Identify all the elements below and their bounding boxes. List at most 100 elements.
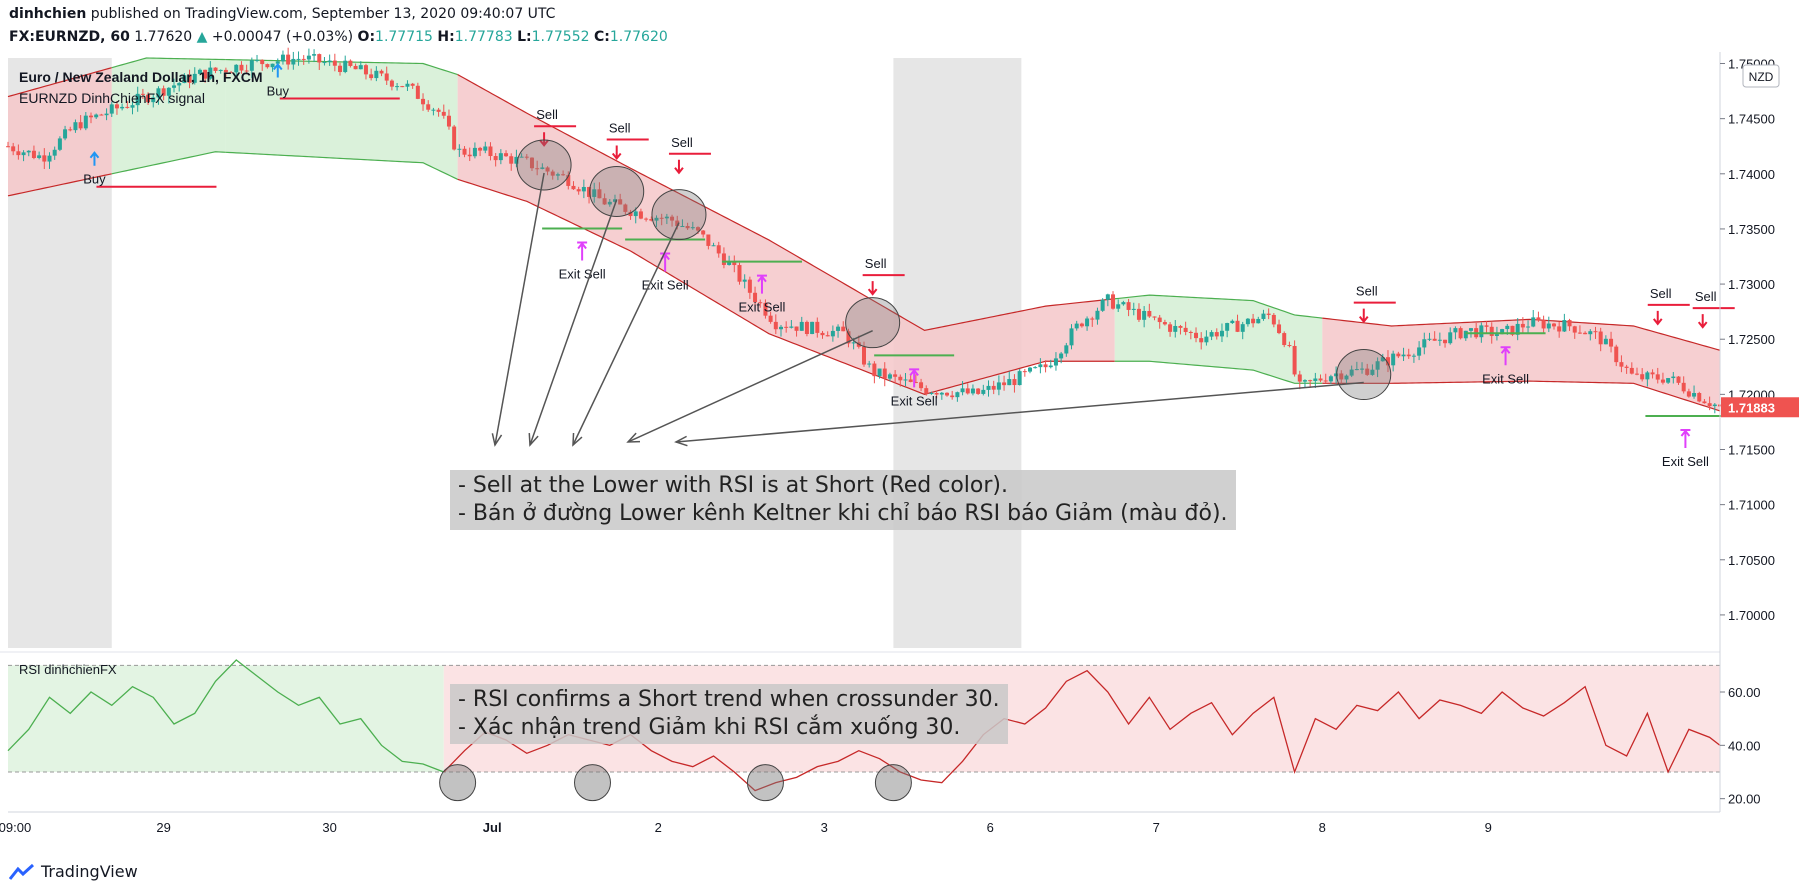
pointer-arrow-head — [674, 435, 688, 447]
signal-markers: Buy Buy Sell Sell Sell Sell Sell Sell Sell Exit S… — [83, 62, 1735, 469]
candle-body — [1588, 331, 1593, 335]
candle-body — [1292, 345, 1297, 375]
candle-body — [197, 69, 202, 74]
candle-body — [1427, 338, 1432, 340]
candle-body — [1090, 318, 1095, 320]
candle-body — [1188, 331, 1193, 333]
candle-body — [1660, 379, 1665, 383]
channel-fill — [225, 59, 458, 180]
candle-body — [400, 86, 405, 88]
candle-body — [737, 265, 742, 282]
candle-body — [1676, 376, 1681, 383]
candle-body — [810, 321, 815, 335]
highlight-circle — [516, 139, 572, 191]
candle-body — [825, 335, 830, 337]
candle-body — [1702, 401, 1707, 404]
candle-body — [1520, 323, 1525, 328]
candle-body — [773, 321, 778, 330]
candle-body — [1629, 367, 1634, 374]
candle-body — [851, 342, 856, 344]
candle-body — [913, 381, 918, 383]
exit-sell-label: Exit Sell — [559, 267, 606, 282]
sell-label: Sell — [1356, 284, 1378, 299]
exit-sell-label: Exit Sell — [642, 278, 689, 293]
channel-fill — [111, 58, 226, 174]
candle-body — [939, 392, 944, 395]
buy-label: Buy — [267, 84, 290, 99]
candle-body — [1038, 364, 1043, 368]
candle-body — [16, 151, 21, 156]
time-tick-label: 30 — [322, 820, 336, 835]
candle-body — [1152, 316, 1157, 318]
candle-body — [125, 106, 130, 108]
candle-body — [1033, 367, 1038, 369]
candle-body — [664, 216, 669, 219]
candle-body — [649, 219, 654, 221]
price-tick-label: 1.74000 — [1728, 167, 1775, 182]
close-label: C: — [593, 29, 610, 45]
currency-badge[interactable] — [1742, 64, 1780, 88]
candle-body — [1614, 346, 1619, 363]
candle-body — [1365, 368, 1370, 375]
candle-body — [535, 168, 540, 170]
candle-body — [120, 106, 125, 109]
candle-body — [68, 129, 73, 131]
candle-body — [555, 174, 560, 176]
candle-body — [286, 54, 291, 65]
candle-body — [498, 153, 503, 161]
candle-body — [1531, 317, 1536, 327]
candle-body — [415, 85, 420, 99]
sell-label: Sell — [1695, 289, 1717, 304]
channel-upper-line — [7, 67, 112, 98]
candle-body — [1225, 323, 1230, 331]
candle-body — [37, 155, 42, 159]
rsi-rule-line-2: - Xác nhận trend Giảm khi RSI cắm xuống … — [458, 715, 961, 740]
candle-body — [893, 374, 898, 377]
candle-body — [52, 149, 57, 156]
candle-body — [151, 97, 156, 103]
candle-body — [872, 363, 877, 377]
exit-sell-arrow-icon — [1500, 346, 1511, 366]
candle-body — [1360, 368, 1365, 370]
channel-upper-line — [457, 74, 1115, 332]
candle-body — [1277, 324, 1282, 334]
candle-body — [26, 150, 31, 153]
candle-body — [140, 93, 145, 95]
time-tick-label: 8 — [1319, 820, 1326, 835]
sell-rule-line-1: - Sell at the Lower with RSI is at Short… — [458, 473, 1008, 498]
candle-body — [255, 59, 260, 61]
candle-body — [1417, 347, 1422, 356]
candle-body — [882, 368, 887, 379]
candle-body — [1546, 323, 1551, 329]
candle-body — [934, 392, 939, 395]
candle-body — [73, 122, 78, 131]
candle-body — [1422, 339, 1427, 348]
candle-body — [270, 63, 275, 68]
candle-body — [410, 83, 415, 86]
author-name[interactable]: dinhchien — [9, 6, 87, 22]
candle-body — [229, 72, 234, 74]
sell-arrow-icon — [611, 145, 622, 161]
candle-body — [903, 379, 908, 381]
tradingview-logo[interactable]: TradingView — [9, 862, 138, 881]
candle-body — [57, 138, 62, 150]
candle-body — [778, 326, 783, 330]
candle-body — [1494, 334, 1499, 336]
axes: 1.750001.745001.740001.735001.730001.725… — [0, 52, 1799, 835]
sell-label: Sell — [865, 256, 887, 271]
exit-sell-label: Exit Sell — [1482, 371, 1529, 386]
open-value: 1.77715 — [375, 29, 433, 45]
candle-body — [524, 156, 529, 158]
candle-body — [1666, 378, 1671, 383]
candle-body — [446, 115, 451, 127]
candle-body — [1266, 313, 1271, 315]
candle-body — [638, 211, 643, 219]
rsi-highlight-circle — [574, 764, 612, 802]
candle-body — [644, 218, 649, 220]
candle-body — [1697, 393, 1702, 402]
candle-body — [1043, 364, 1048, 368]
pointer-arrow-head — [528, 432, 539, 447]
candle-body — [1448, 332, 1453, 344]
buy-label: Buy — [83, 172, 106, 187]
